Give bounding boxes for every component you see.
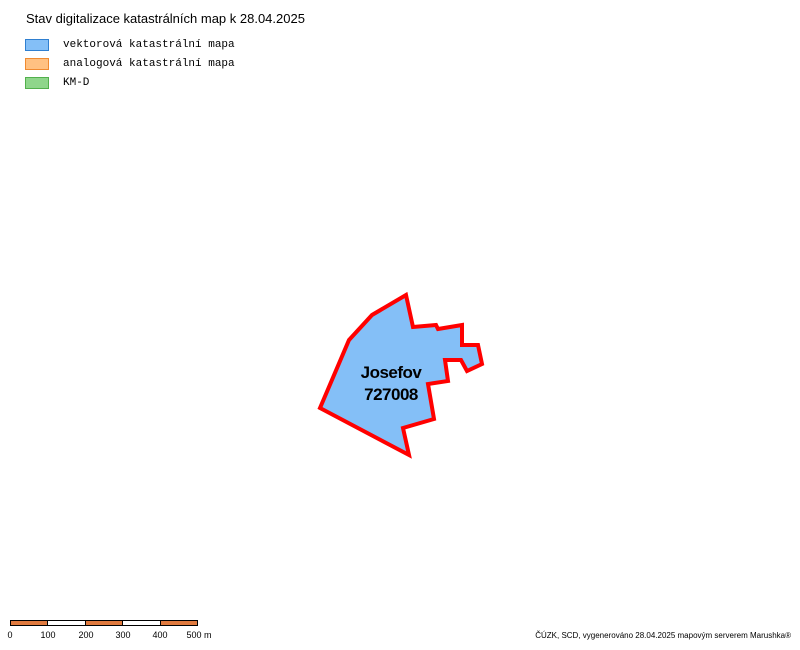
parcel-code-label: 727008 — [364, 385, 418, 404]
scale-segment — [159, 621, 198, 625]
legend-item-kmd: KM-D — [25, 74, 235, 92]
map-title: Stav digitalizace katastrálních map k 28… — [26, 11, 305, 26]
scale-label: 200 — [78, 630, 94, 640]
scale-label: 400 — [152, 630, 168, 640]
legend-label-analog: analogová katastrální mapa — [63, 58, 235, 70]
scale-bar-labels: 0 100 200 300 400 500 m — [0, 630, 240, 644]
parcel-polygon-josefov[interactable] — [317, 291, 485, 459]
legend-item-vector: vektorová katastrální mapa — [25, 36, 235, 54]
scale-segment — [84, 621, 123, 625]
scale-segment — [122, 621, 160, 625]
scale-label: 300 — [115, 630, 131, 640]
parcel-name-label: Josefov — [361, 363, 423, 382]
legend-swatch-analog — [25, 58, 49, 70]
scale-segment — [11, 621, 48, 625]
scale-segment — [47, 621, 85, 625]
legend-item-analog: analogová katastrální mapa — [25, 55, 235, 73]
legend-label-kmd: KM-D — [63, 77, 90, 89]
scale-label: 500 m — [186, 630, 212, 640]
legend-swatch-vector — [25, 39, 49, 51]
legend-swatch-kmd — [25, 77, 49, 89]
scale-label: 100 — [40, 630, 56, 640]
legend-label-vector: vektorová katastrální mapa — [63, 39, 235, 51]
legend: vektorová katastrální mapa analogová kat… — [25, 36, 235, 93]
scale-bar — [10, 620, 198, 626]
map-credit: ČÚZK, SCD, vygenerováno 28.04.2025 mapov… — [535, 631, 791, 640]
scale-label: 0 — [7, 630, 13, 640]
